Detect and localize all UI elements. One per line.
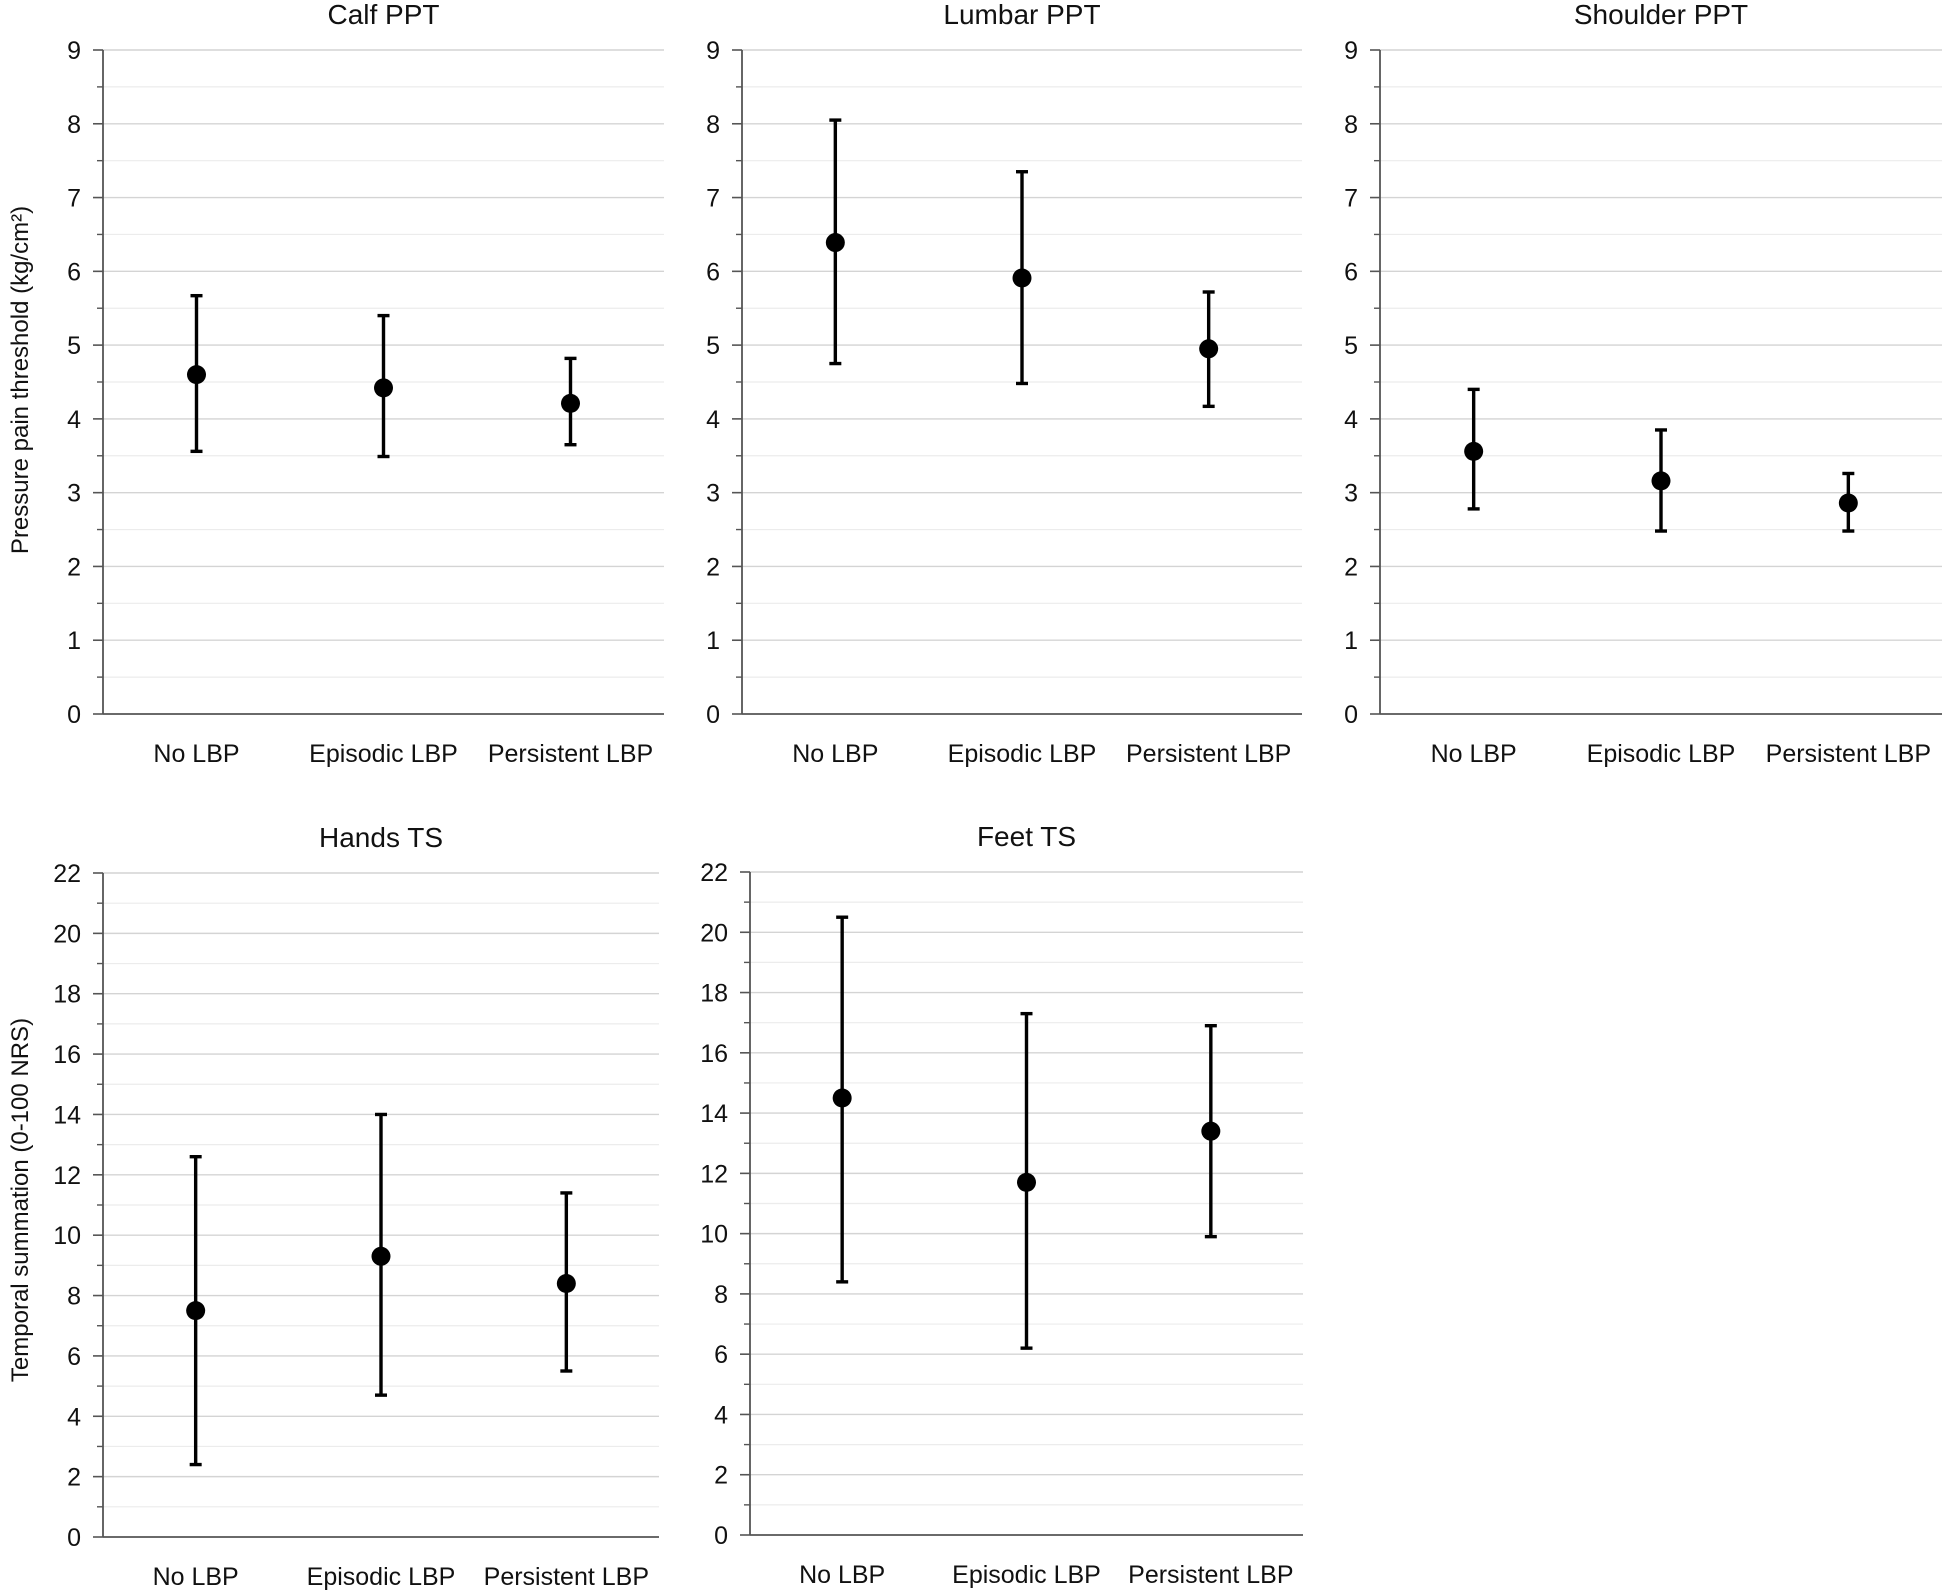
chart-panel-shoulder-ppt: 0 1 2 3 4 5 6 7 8 9 Shoulder PPT No LBP Episodic LBP…: [1344, 0, 1942, 768]
x-category-label: Persistent LBP: [1126, 740, 1291, 768]
y-tick-label: 0: [67, 1524, 81, 1552]
y-tick-label: 8: [714, 1281, 728, 1309]
y-tick-label: 1: [67, 627, 81, 655]
y-tick-label: 5: [67, 332, 81, 360]
chart-title: Feet TS: [977, 821, 1076, 852]
y-tick-label: 1: [1344, 627, 1358, 655]
y-tick-label: 8: [706, 111, 720, 139]
data-point-2: [1838, 493, 1858, 513]
chart-title: Shoulder PPT: [1574, 0, 1748, 30]
y-tick-label: 12: [700, 1160, 728, 1188]
x-category-label: Episodic LBP: [952, 1561, 1101, 1589]
y-tick-label: 9: [706, 37, 720, 65]
y-axis-label-ppt: Pressure pain threshold (kg/cm²): [7, 206, 34, 554]
y-tick-label: 14: [53, 1101, 81, 1129]
data-point-1: [1012, 268, 1032, 288]
y-tick-label: 10: [53, 1222, 81, 1250]
y-tick-label: 18: [700, 980, 728, 1008]
y-tick-label: 16: [53, 1041, 81, 1069]
y-tick-label: 8: [67, 111, 81, 139]
x-category-label: No LBP: [792, 740, 878, 768]
y-tick-label: 7: [67, 185, 81, 213]
x-category-label: No LBP: [1431, 740, 1517, 768]
data-point-0: [187, 365, 206, 385]
chart-panel-lumbar-ppt: 0 1 2 3 4 5 6 7 8 9 Lumbar PPT No LBP Episodic LBP Pe…: [706, 0, 1302, 768]
data-point-0: [1464, 441, 1484, 461]
y-tick-label: 6: [67, 258, 81, 286]
y-tick-label: 4: [67, 406, 81, 434]
y-tick-label: 7: [706, 185, 720, 213]
y-tick-label: 6: [714, 1341, 728, 1369]
y-tick-label: 16: [700, 1040, 728, 1068]
y-tick-label: 4: [714, 1401, 728, 1429]
y-tick-label: 2: [714, 1462, 728, 1490]
y-tick-label: 6: [1344, 258, 1358, 286]
y-tick-label: 4: [67, 1403, 81, 1431]
y-tick-label: 1: [706, 627, 720, 655]
y-tick-label: 20: [53, 920, 81, 948]
chart-panel-calf-ppt: 0 1 2 3 4 5 6 7 8 9 Calf PPT No LBP Episodic LBP Pers…: [67, 0, 664, 768]
x-category-label: No LBP: [153, 740, 239, 768]
y-tick-label: 6: [706, 258, 720, 286]
data-point-0: [832, 1088, 852, 1108]
data-point-2: [1201, 1121, 1221, 1141]
x-category-label: No LBP: [799, 1561, 885, 1589]
x-category-label: Episodic LBP: [309, 740, 458, 768]
y-tick-label: 5: [1344, 332, 1358, 360]
y-tick-label: 5: [706, 332, 720, 360]
x-category-label: Episodic LBP: [307, 1563, 456, 1591]
data-point-1: [1651, 471, 1671, 491]
data-point-1: [1017, 1172, 1036, 1192]
y-tick-label: 20: [700, 919, 728, 947]
y-tick-label: 22: [53, 860, 81, 888]
chart-title: Lumbar PPT: [943, 0, 1100, 30]
y-tick-label: 0: [67, 701, 81, 729]
chart-title: Hands TS: [319, 822, 443, 853]
y-tick-label: 3: [706, 480, 720, 508]
x-category-label: Episodic LBP: [1587, 740, 1736, 768]
y-tick-label: 14: [700, 1100, 728, 1128]
x-category-label: Persistent LBP: [484, 1563, 649, 1591]
y-tick-label: 9: [1344, 37, 1358, 65]
y-tick-label: 0: [706, 701, 720, 729]
y-tick-label: 9: [67, 37, 81, 65]
y-tick-label: 4: [706, 406, 720, 434]
y-tick-label: 12: [53, 1162, 81, 1190]
data-point-0: [825, 233, 845, 253]
y-tick-label: 8: [1344, 111, 1358, 139]
x-category-label: No LBP: [153, 1563, 239, 1591]
y-tick-label: 7: [1344, 185, 1358, 213]
y-tick-label: 3: [1344, 480, 1358, 508]
x-category-label: Persistent LBP: [1766, 740, 1931, 768]
data-point-2: [1199, 339, 1219, 359]
y-tick-label: 0: [1344, 701, 1358, 729]
y-tick-label: 6: [67, 1343, 81, 1371]
data-point-1: [374, 378, 393, 398]
y-tick-label: 4: [1344, 406, 1358, 434]
y-tick-label: 3: [67, 480, 81, 508]
y-tick-label: 2: [1344, 553, 1358, 581]
y-axis-label-ts: Temporal summation (0-100 NRS): [7, 1018, 34, 1382]
y-tick-label: 22: [700, 859, 728, 887]
y-tick-label: 2: [67, 1464, 81, 1492]
y-tick-label: 2: [706, 553, 720, 581]
data-point-2: [556, 1273, 576, 1293]
data-point-2: [561, 393, 580, 413]
y-tick-label: 10: [700, 1221, 728, 1249]
y-tick-label: 18: [53, 981, 81, 1009]
chart-title: Calf PPT: [327, 0, 439, 30]
y-tick-label: 2: [67, 553, 81, 581]
x-category-label: Episodic LBP: [948, 740, 1097, 768]
x-category-label: Persistent LBP: [488, 740, 653, 768]
data-point-0: [186, 1301, 206, 1321]
y-tick-label: 8: [67, 1283, 81, 1311]
data-point-1: [371, 1246, 391, 1266]
chart-panel-hands-ts: 0 2 4 6 8 10 12 14 16 18 20 22 Hands TS No LBP Episodi…: [53, 822, 659, 1591]
y-tick-label: 0: [714, 1522, 728, 1550]
chart-panel-feet-ts: 0 2 4 6 8 10 12 14 16 18 20 22 Feet TS No LBP Episodic…: [700, 821, 1303, 1589]
x-category-label: Persistent LBP: [1128, 1561, 1293, 1589]
